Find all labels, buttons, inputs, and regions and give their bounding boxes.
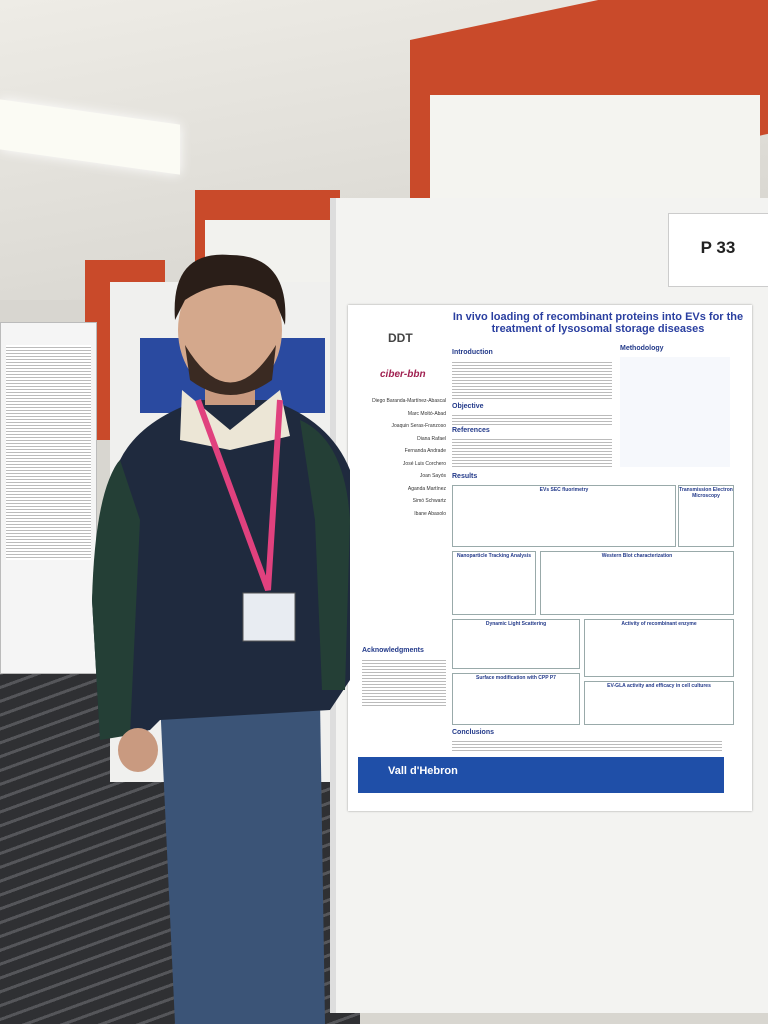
panel: Western Blot characterization xyxy=(540,551,734,615)
diagram xyxy=(620,357,730,467)
face xyxy=(178,265,282,395)
author: Joaquin Seras-Franzoso xyxy=(391,423,446,429)
panel: EV-GLA activity and efficacy in cell cul… xyxy=(584,681,734,725)
panel: Transmission Electron Microscopy xyxy=(678,485,734,547)
author: José Luis Corchero xyxy=(402,460,446,467)
footer-logo: Vall d'Hebron xyxy=(388,765,458,777)
section-header: Objective xyxy=(452,403,484,410)
author: Diana Rafael xyxy=(417,435,446,442)
text-block xyxy=(452,437,612,467)
text-block xyxy=(362,658,446,708)
jeans xyxy=(160,700,325,1024)
panel-title: Transmission Electron Microscopy xyxy=(678,485,734,547)
logo: ciber-bbn xyxy=(380,369,426,380)
panel-title: Surface modification with CPP P7 xyxy=(452,673,580,725)
section-header: Conclusions xyxy=(452,729,495,736)
poster: In vivo loading of recombinant proteins … xyxy=(348,305,752,811)
logo: DDT xyxy=(388,331,413,345)
author: Fernanda Andrade xyxy=(404,448,446,454)
section-header: Results xyxy=(452,473,478,480)
badge xyxy=(242,592,296,642)
panel-title: Activity of recombinant enzyme xyxy=(584,619,734,677)
collar xyxy=(180,390,290,450)
panel-title: Western Blot characterization xyxy=(540,551,734,615)
panel: Dynamic Light Scattering xyxy=(452,619,580,669)
section-header: References xyxy=(452,427,490,434)
text-block xyxy=(452,413,612,425)
text-block xyxy=(452,739,722,753)
panel: Surface modification with CPP P7 xyxy=(452,673,580,725)
hair xyxy=(174,254,286,325)
author: Joan Sayós xyxy=(419,473,446,479)
lanyard xyxy=(195,398,283,592)
poster-title: In vivo loading of recombinant proteins … xyxy=(452,311,744,335)
section-header: Acknowledgments xyxy=(362,647,424,654)
section-header: Methodology xyxy=(620,345,664,352)
panel-title: EVs SEC fluorimetry xyxy=(452,485,676,547)
panel-title: Nanoparticle Tracking Analysis xyxy=(452,551,536,615)
sweater xyxy=(92,400,350,740)
panel: EVs SEC fluorimetry xyxy=(452,485,676,547)
sleeve xyxy=(300,420,350,690)
sign xyxy=(668,213,768,287)
sleeve xyxy=(92,460,140,740)
panel: Nanoparticle Tracking Analysis xyxy=(452,551,536,615)
author: Diego Baranda-Martínez-Abascal xyxy=(372,398,446,404)
window-glass xyxy=(430,95,760,205)
beard xyxy=(185,345,276,395)
author: Marc Moltó-Abad xyxy=(407,410,446,417)
footer-bar xyxy=(358,757,724,793)
panel-title: EV-GLA activity and efficacy in cell cul… xyxy=(584,681,734,725)
hand xyxy=(118,728,158,772)
author-list: Diego Baranda-Martínez-Abascal Marc Moltó… xyxy=(356,395,446,520)
sign-label: P 33 xyxy=(700,238,736,257)
author: Ibane Abasolo xyxy=(414,510,446,517)
panel-title: Dynamic Light Scattering xyxy=(452,619,580,669)
text-block xyxy=(452,360,612,400)
author: Aganda Martínez xyxy=(407,485,446,492)
author: Simó Schwartz xyxy=(412,498,446,504)
panel: Activity of recombinant enzyme xyxy=(584,619,734,677)
section-header: Introduction xyxy=(452,349,493,356)
poster xyxy=(6,345,91,560)
